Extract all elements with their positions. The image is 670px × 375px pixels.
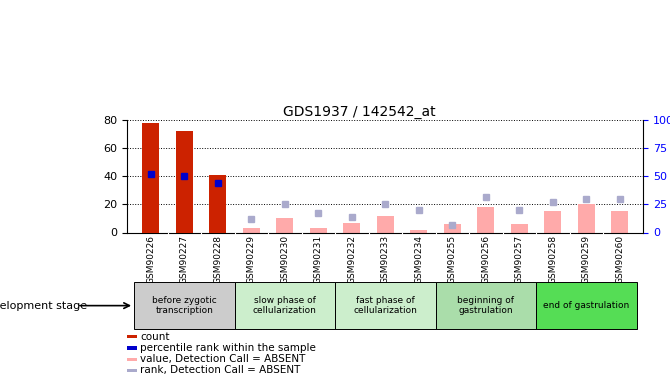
Text: percentile rank within the sample: percentile rank within the sample [140,343,316,353]
Bar [142,123,159,232]
Text: GSM90257: GSM90257 [515,235,524,284]
Bar [444,224,461,232]
Bar [127,358,137,361]
Bar [343,223,360,232]
Bar [176,131,193,232]
Bar [410,230,427,232]
Text: before zygotic
transcription: before zygotic transcription [152,296,216,315]
Bar [511,224,528,232]
Bar [209,175,226,232]
Text: development stage: development stage [0,301,88,310]
Bar [578,204,595,232]
Text: GSM90256: GSM90256 [481,235,490,284]
Bar [234,282,335,329]
Text: GSM90255: GSM90255 [448,235,457,284]
Bar [243,228,260,232]
Text: GSM90226: GSM90226 [146,235,155,284]
Text: GSM90229: GSM90229 [247,235,256,284]
Bar [436,282,536,329]
Text: GSM90233: GSM90233 [381,235,390,284]
Bar [127,369,137,372]
Text: value, Detection Call = ABSENT: value, Detection Call = ABSENT [140,354,306,364]
Bar [544,211,561,232]
Bar [335,282,436,329]
Bar [377,216,394,232]
Text: slow phase of
cellularization: slow phase of cellularization [253,296,317,315]
Bar [310,228,327,232]
Text: fast phase of
cellularization: fast phase of cellularization [353,296,417,315]
Bar [276,218,293,232]
Bar [611,211,628,232]
Bar [536,282,636,329]
Text: GSM90228: GSM90228 [213,235,222,284]
Text: GSM90258: GSM90258 [548,235,557,284]
Text: GSM90259: GSM90259 [582,235,591,284]
Bar [127,346,137,350]
Bar [477,207,494,232]
Text: GSM90260: GSM90260 [615,235,624,284]
Title: GDS1937 / 142542_at: GDS1937 / 142542_at [283,105,436,119]
Text: end of gastrulation: end of gastrulation [543,301,629,310]
Bar [134,282,234,329]
Text: GSM90232: GSM90232 [347,235,356,284]
Text: GSM90231: GSM90231 [314,235,323,284]
Text: beginning of
gastrulation: beginning of gastrulation [457,296,515,315]
Text: GSM90230: GSM90230 [280,235,289,284]
Text: GSM90234: GSM90234 [414,235,423,284]
Text: count: count [140,332,170,342]
Text: rank, Detection Call = ABSENT: rank, Detection Call = ABSENT [140,366,300,375]
Text: GSM90227: GSM90227 [180,235,189,284]
Bar [127,335,137,338]
